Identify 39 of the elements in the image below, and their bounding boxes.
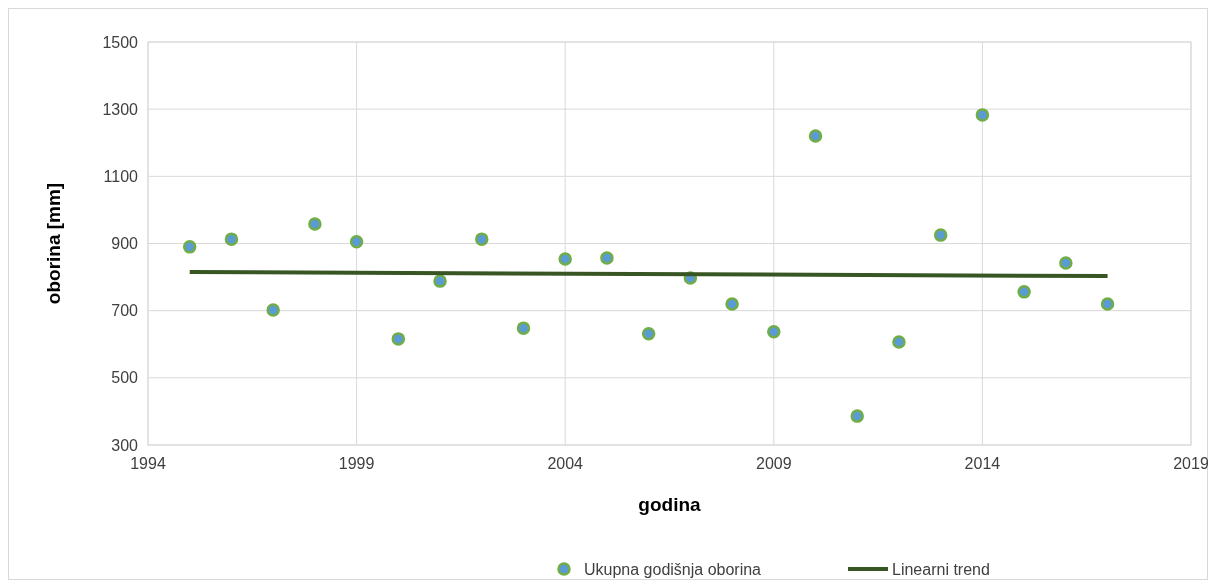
point xyxy=(600,251,614,265)
point xyxy=(767,325,781,339)
y-axis-title: oborina [mm] xyxy=(43,182,64,305)
x-tick-label: 2009 xyxy=(756,455,792,472)
point xyxy=(308,217,322,231)
point xyxy=(391,332,406,346)
point xyxy=(475,232,489,246)
y-tick-label: 1100 xyxy=(103,167,139,185)
point xyxy=(975,108,990,122)
y-tick-label: 500 xyxy=(111,369,139,387)
point xyxy=(516,321,531,335)
point xyxy=(182,240,197,254)
legend-label: Linearni trend xyxy=(892,560,990,578)
y-tick-label: 1500 xyxy=(102,33,139,51)
y-tick-label: 700 xyxy=(111,302,139,320)
point xyxy=(558,252,572,266)
point xyxy=(266,303,280,317)
point xyxy=(1059,256,1073,270)
x-axis-title: godina xyxy=(638,494,702,515)
point xyxy=(933,228,948,242)
y-tick-label: 1300 xyxy=(102,100,139,118)
point xyxy=(224,232,239,246)
point xyxy=(725,297,739,311)
x-tick-label: 1994 xyxy=(130,455,166,472)
x-tick-label: 2014 xyxy=(964,455,1001,472)
y-tick-label: 300 xyxy=(111,436,139,454)
point xyxy=(892,335,906,349)
legend-label: Ukupna godišnja oborina xyxy=(584,560,762,578)
point xyxy=(433,274,447,288)
x-tick-label: 1999 xyxy=(338,455,375,472)
y-tick-label: 900 xyxy=(111,235,139,253)
point xyxy=(1100,297,1115,311)
point xyxy=(808,129,823,143)
point xyxy=(349,235,364,249)
point xyxy=(1017,285,1031,299)
x-tick-label: 2019 xyxy=(1173,455,1209,472)
point xyxy=(641,327,656,341)
x-tick-label: 2004 xyxy=(547,455,584,472)
point xyxy=(850,409,864,423)
